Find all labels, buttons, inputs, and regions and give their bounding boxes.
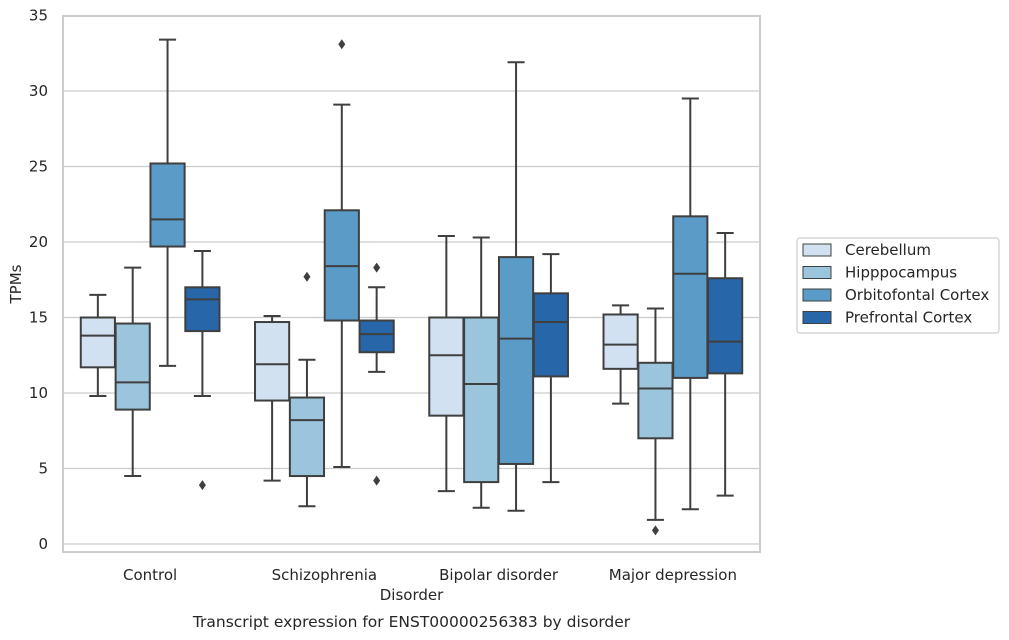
legend-swatch bbox=[802, 266, 832, 279]
box-iqr bbox=[358, 319, 395, 354]
legend: Cerebellum Hipppocampus Orbitofontal Corte… bbox=[796, 237, 1000, 334]
box-cerebellum-2 bbox=[428, 234, 465, 493]
box-prefrontal-cortex-1 bbox=[358, 262, 395, 486]
x-tick-labels: Control Schizophrenia Bipolar disorder Majo… bbox=[123, 566, 737, 584]
legend-frame bbox=[796, 237, 1000, 334]
outlier-point bbox=[373, 475, 381, 486]
box-iqr bbox=[707, 277, 744, 375]
box-layer bbox=[79, 38, 744, 536]
box-iqr bbox=[428, 316, 465, 417]
plot-frame bbox=[62, 15, 761, 553]
legend-label: Hipppocampus bbox=[845, 264, 957, 282]
y-tick-label: 30 bbox=[29, 82, 48, 100]
legend-label: Orbitofontal Cortex bbox=[845, 286, 989, 304]
box-orbitofontal-cortex-0 bbox=[149, 38, 186, 367]
box-orbitofontal-cortex-1 bbox=[323, 39, 360, 468]
box-hipppocampus-0 bbox=[114, 266, 151, 478]
chart-caption: Transcript expression for ENST0000025638… bbox=[192, 613, 631, 631]
box-iqr bbox=[254, 321, 291, 402]
x-tick-label: Bipolar disorder bbox=[439, 566, 559, 584]
legend-swatch bbox=[802, 311, 832, 324]
y-tick-label: 35 bbox=[29, 7, 48, 25]
box-orbitofontal-cortex-2 bbox=[497, 61, 535, 512]
x-tick-label: Control bbox=[123, 566, 177, 584]
box-iqr bbox=[79, 316, 116, 369]
outlier-point bbox=[338, 39, 346, 50]
box-iqr bbox=[532, 292, 569, 378]
box-iqr bbox=[463, 316, 500, 484]
box-iqr bbox=[184, 286, 221, 333]
outlier-point bbox=[198, 480, 206, 491]
y-tick-labels: 0 5 10 15 20 25 30 35 bbox=[29, 7, 48, 554]
legend-swatch bbox=[802, 288, 832, 302]
box-iqr bbox=[149, 162, 186, 248]
box-hipppocampus-3 bbox=[637, 307, 674, 536]
y-tick-label: 15 bbox=[29, 309, 48, 327]
y-tick-label: 5 bbox=[38, 460, 48, 478]
outlier-point bbox=[373, 262, 381, 273]
legend-label: Prefrontal Cortex bbox=[845, 309, 972, 327]
legend-swatch bbox=[802, 243, 832, 257]
box-iqr bbox=[672, 215, 709, 379]
box-prefrontal-cortex-3 bbox=[707, 231, 744, 497]
box-hipppocampus-2 bbox=[463, 236, 500, 509]
box-prefrontal-cortex-0 bbox=[184, 250, 221, 491]
box-hipppocampus-1 bbox=[288, 271, 326, 508]
y-axis-label: TPMs bbox=[7, 264, 25, 304]
box-iqr bbox=[497, 256, 535, 465]
y-tick-label: 10 bbox=[29, 384, 48, 402]
x-axis-label: Disorder bbox=[380, 586, 444, 604]
box-prefrontal-cortex-2 bbox=[532, 253, 569, 484]
y-tick-label: 0 bbox=[38, 535, 48, 553]
x-tick-label: Schizophrenia bbox=[272, 566, 377, 584]
box-cerebellum-1 bbox=[254, 314, 291, 482]
outlier-point bbox=[303, 271, 311, 282]
box-iqr bbox=[288, 396, 326, 478]
box-orbitofontal-cortex-3 bbox=[672, 97, 709, 511]
box-cerebellum-0 bbox=[79, 293, 116, 398]
box-cerebellum-3 bbox=[602, 304, 639, 405]
box-iqr bbox=[602, 313, 639, 370]
y-tick-label: 20 bbox=[29, 233, 48, 251]
y-tick-label: 25 bbox=[29, 158, 48, 176]
legend-label: Cerebellum bbox=[845, 241, 931, 259]
x-tick-label: Major depression bbox=[609, 566, 737, 584]
box-iqr bbox=[114, 322, 151, 411]
box-iqr bbox=[637, 361, 674, 440]
outlier-point bbox=[651, 525, 659, 536]
